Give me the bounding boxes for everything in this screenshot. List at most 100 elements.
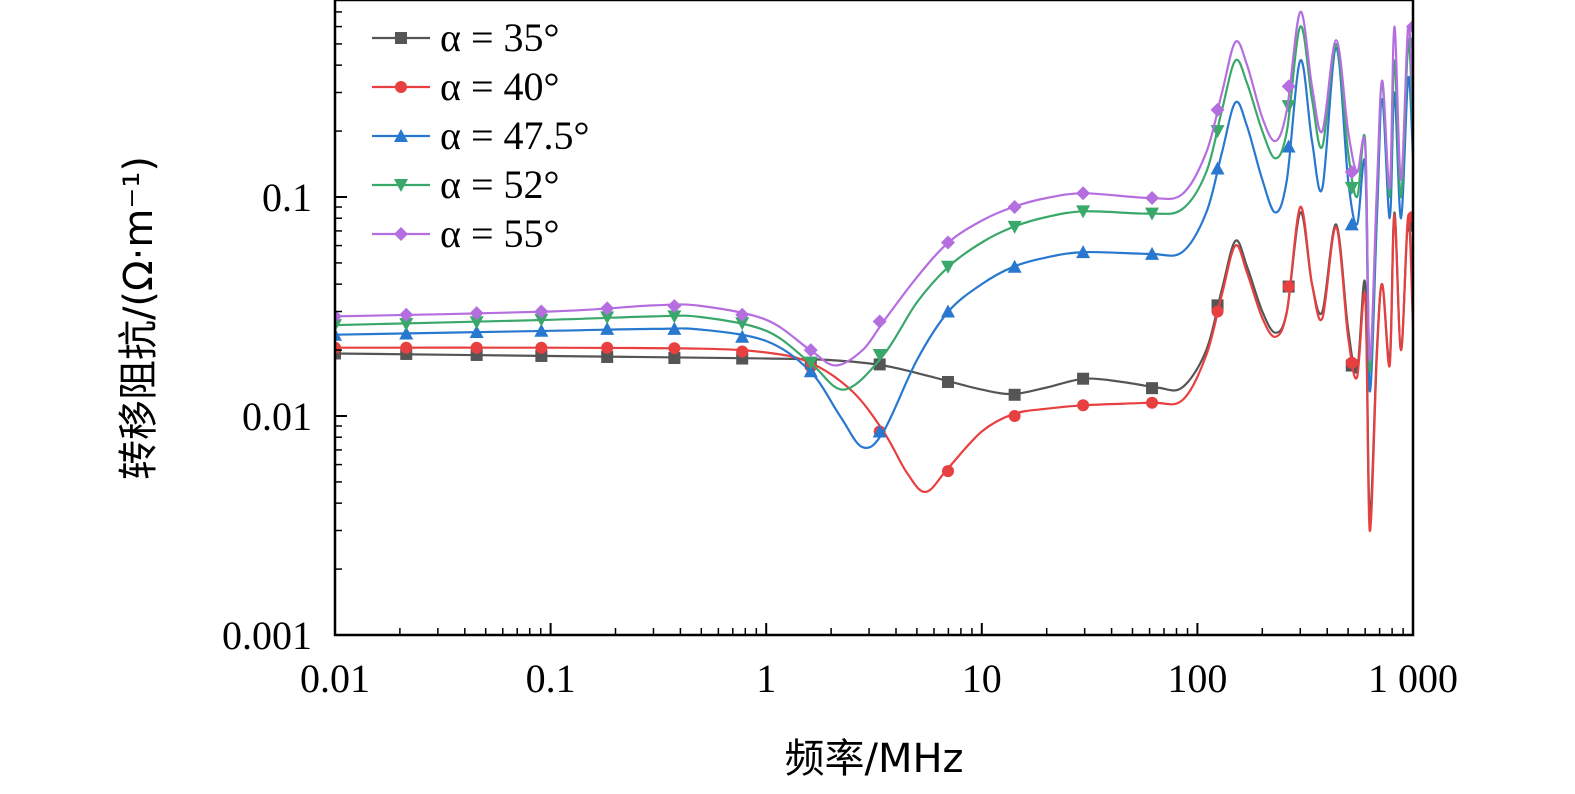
data-point bbox=[1210, 161, 1225, 175]
data-point bbox=[601, 350, 614, 363]
data-point bbox=[1145, 246, 1160, 260]
data-point bbox=[735, 329, 750, 343]
data-point bbox=[535, 349, 548, 362]
data-point bbox=[667, 298, 682, 313]
legend-marker bbox=[394, 227, 408, 241]
data-point bbox=[941, 304, 956, 318]
data-point bbox=[1008, 388, 1021, 401]
data-point bbox=[1344, 217, 1359, 231]
data-point bbox=[942, 465, 955, 478]
plot-frame bbox=[333, 0, 1415, 637]
series-1 bbox=[335, 211, 1413, 518]
data-point bbox=[600, 311, 615, 325]
legend-item: α = 52° bbox=[372, 162, 560, 207]
data-point bbox=[600, 321, 615, 335]
x-tick-label: 100 bbox=[1167, 656, 1227, 701]
data-point bbox=[601, 341, 614, 354]
y-tick-label: 0.01 bbox=[242, 394, 312, 439]
data-point bbox=[399, 326, 414, 340]
data-point bbox=[335, 319, 342, 333]
legend: α = 35°α = 40°α = 47.5°α = 52°α = 55° bbox=[372, 15, 590, 256]
data-point bbox=[469, 324, 484, 338]
data-point bbox=[335, 347, 341, 360]
data-point bbox=[803, 343, 818, 358]
data-point bbox=[1345, 356, 1358, 369]
legend-marker bbox=[394, 129, 408, 142]
data-point bbox=[399, 318, 414, 332]
data-point bbox=[1077, 372, 1090, 385]
data-point bbox=[534, 304, 549, 319]
legend-marker bbox=[394, 179, 408, 192]
data-point bbox=[872, 314, 887, 329]
data-point bbox=[469, 306, 484, 321]
y-tick-label: 0.001 bbox=[222, 613, 312, 658]
data-point bbox=[1076, 245, 1091, 259]
data-point bbox=[1076, 205, 1091, 219]
data-point bbox=[1344, 165, 1359, 180]
legend-item: α = 47.5° bbox=[372, 113, 590, 158]
series-5 bbox=[335, 10, 1413, 367]
data-point bbox=[1281, 100, 1296, 114]
data-point bbox=[1146, 396, 1159, 409]
series-layer bbox=[335, 10, 1413, 532]
data-point bbox=[399, 307, 414, 322]
data-point bbox=[1007, 259, 1022, 273]
data-point bbox=[400, 341, 413, 354]
data-point bbox=[1146, 382, 1159, 395]
legend-item: α = 40° bbox=[372, 64, 560, 109]
data-point bbox=[941, 260, 956, 274]
data-point bbox=[1007, 200, 1022, 215]
data-point bbox=[335, 309, 342, 324]
legend-marker bbox=[395, 32, 407, 44]
data-point bbox=[735, 307, 750, 322]
legend-label: α = 35° bbox=[440, 15, 560, 60]
data-point bbox=[1145, 190, 1160, 205]
y-tick-label: 0.1 bbox=[262, 175, 312, 220]
data-point bbox=[667, 310, 682, 324]
data-point bbox=[469, 316, 484, 330]
x-tick-label: 1 bbox=[756, 656, 776, 701]
data-point bbox=[600, 301, 615, 316]
data-point bbox=[668, 342, 681, 355]
legend-item: α = 35° bbox=[372, 15, 560, 60]
legend-label: α = 52° bbox=[440, 162, 560, 207]
x-tick-label: 10 bbox=[962, 656, 1002, 701]
y-axis-title: 转移阻抗/(Ω·m⁻¹) bbox=[116, 156, 162, 480]
data-point bbox=[1281, 79, 1296, 94]
x-tick-label: 1 000 bbox=[1368, 656, 1458, 701]
x-tick-label: 0.01 bbox=[300, 656, 370, 701]
data-point bbox=[534, 313, 549, 327]
data-point bbox=[1344, 181, 1359, 195]
data-point bbox=[534, 323, 549, 337]
data-point bbox=[668, 352, 681, 365]
data-point bbox=[736, 345, 749, 358]
data-point bbox=[1211, 305, 1224, 318]
legend-label: α = 55° bbox=[440, 211, 560, 256]
data-point bbox=[803, 356, 818, 370]
data-point bbox=[872, 348, 887, 362]
legend-marker bbox=[395, 81, 407, 93]
data-point bbox=[1281, 139, 1296, 153]
data-point bbox=[941, 235, 956, 250]
data-point bbox=[1282, 280, 1295, 293]
data-point bbox=[1076, 186, 1091, 201]
data-point bbox=[470, 341, 483, 354]
series-line bbox=[335, 10, 1413, 367]
data-point bbox=[1145, 207, 1160, 221]
x-tick-label: 0.1 bbox=[526, 656, 576, 701]
data-point bbox=[873, 358, 886, 371]
data-point bbox=[735, 317, 750, 331]
legend-item: α = 55° bbox=[372, 211, 560, 256]
data-point bbox=[1077, 399, 1090, 412]
data-point bbox=[942, 375, 955, 388]
data-point bbox=[535, 341, 548, 354]
data-point bbox=[1008, 410, 1021, 422]
data-point bbox=[1407, 211, 1413, 224]
legend-label: α = 47.5° bbox=[440, 113, 590, 158]
data-point bbox=[1210, 102, 1225, 117]
data-point bbox=[1007, 220, 1022, 234]
data-point bbox=[1406, 19, 1413, 34]
data-point bbox=[872, 424, 887, 438]
